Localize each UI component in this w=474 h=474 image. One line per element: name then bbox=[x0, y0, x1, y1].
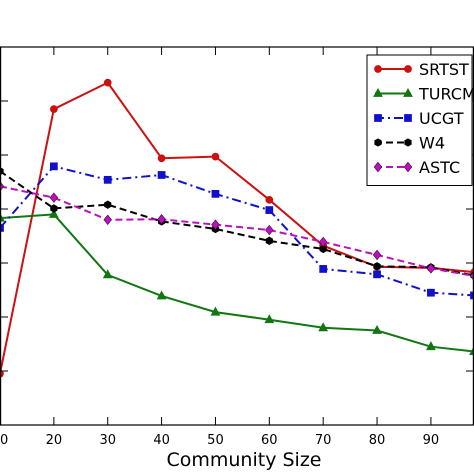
data-point-w4 bbox=[265, 236, 273, 246]
legend-label-w4: W4 bbox=[419, 134, 445, 153]
x-tick-label: 50 bbox=[207, 433, 224, 448]
data-point-astc bbox=[426, 263, 436, 274]
legend-marker-srtst bbox=[404, 65, 412, 73]
data-point-w4 bbox=[373, 262, 381, 271]
series-group bbox=[0, 78, 474, 378]
x-tick-label: 90 bbox=[423, 433, 440, 448]
data-point-turcm bbox=[372, 324, 382, 334]
x-tick-label: 30 bbox=[99, 433, 116, 448]
legend-marker-ucgt bbox=[374, 114, 382, 122]
x-tick-label: 70 bbox=[315, 433, 332, 448]
data-point-turcm bbox=[156, 290, 167, 300]
legend-label-ucgt: UCGT bbox=[419, 109, 464, 128]
series-layer bbox=[0, 78, 474, 378]
data-point-srtst bbox=[211, 152, 220, 161]
data-point-ucgt bbox=[470, 291, 474, 300]
series-line-w4 bbox=[0, 170, 474, 277]
legend: SRTST TURCM UCGT W4 ASTC bbox=[366, 54, 474, 186]
data-point-ucgt bbox=[319, 265, 328, 273]
data-point-w4 bbox=[319, 244, 327, 254]
data-point-ucgt bbox=[103, 175, 112, 184]
x-axis-ticks: 10 20 30 40 50 60 70 80 90 bbox=[0, 47, 439, 448]
data-point-ucgt bbox=[157, 171, 166, 179]
series-line-astc bbox=[0, 185, 474, 277]
data-point-srtst bbox=[157, 154, 166, 163]
series-line-turcm bbox=[0, 213, 474, 353]
plot-area-frame bbox=[0, 46, 474, 426]
legend-label-astc: ASTC bbox=[419, 158, 460, 177]
data-point-astc bbox=[103, 214, 112, 226]
legend-marker-turcm bbox=[403, 87, 413, 97]
data-point-ucgt bbox=[265, 206, 274, 214]
data-point-srtst bbox=[265, 195, 274, 204]
data-point-ucgt bbox=[0, 224, 4, 232]
data-point-turcm bbox=[264, 314, 275, 324]
data-point-turcm bbox=[210, 306, 221, 316]
x-tick-label: 60 bbox=[261, 433, 278, 448]
legend-marker-w4 bbox=[374, 138, 382, 147]
data-point-ucgt bbox=[211, 190, 220, 198]
data-point-turcm bbox=[426, 341, 436, 351]
series-line-ucgt bbox=[0, 165, 474, 297]
legend-marker-srtst bbox=[374, 65, 382, 73]
data-point-srtst bbox=[103, 78, 112, 87]
data-point-astc bbox=[318, 236, 328, 248]
data-point-turcm bbox=[318, 322, 329, 332]
legend-marker-turcm bbox=[373, 87, 383, 97]
data-point-astc bbox=[49, 192, 59, 203]
data-point-turcm bbox=[48, 208, 59, 218]
data-point-ucgt bbox=[49, 162, 58, 171]
data-point-w4 bbox=[50, 204, 58, 213]
legend-marker-w4 bbox=[404, 138, 412, 147]
x-tick-label: 20 bbox=[46, 433, 63, 448]
x-axis-label: Community Size bbox=[166, 449, 321, 471]
data-point-astc bbox=[372, 249, 382, 261]
data-point-astc bbox=[211, 219, 220, 230]
data-point-ucgt bbox=[373, 270, 381, 279]
x-tick-label: 80 bbox=[369, 433, 386, 448]
legend-marker-astc bbox=[403, 161, 413, 173]
data-point-srtst bbox=[49, 105, 58, 113]
legend-marker-astc bbox=[373, 161, 383, 173]
data-point-ucgt bbox=[427, 288, 435, 297]
legend-label-turcm: TURCM bbox=[418, 85, 474, 104]
data-point-astc bbox=[157, 214, 166, 225]
legend-label-srtst: SRTST bbox=[419, 60, 469, 79]
legend-box bbox=[366, 54, 473, 186]
legend-marker-ucgt bbox=[404, 114, 412, 122]
data-point-astc bbox=[265, 224, 274, 236]
data-point-turcm bbox=[102, 269, 113, 279]
x-tick-label: 40 bbox=[153, 433, 170, 448]
x-tick-label: 10 bbox=[0, 433, 8, 448]
data-point-w4 bbox=[104, 200, 112, 209]
